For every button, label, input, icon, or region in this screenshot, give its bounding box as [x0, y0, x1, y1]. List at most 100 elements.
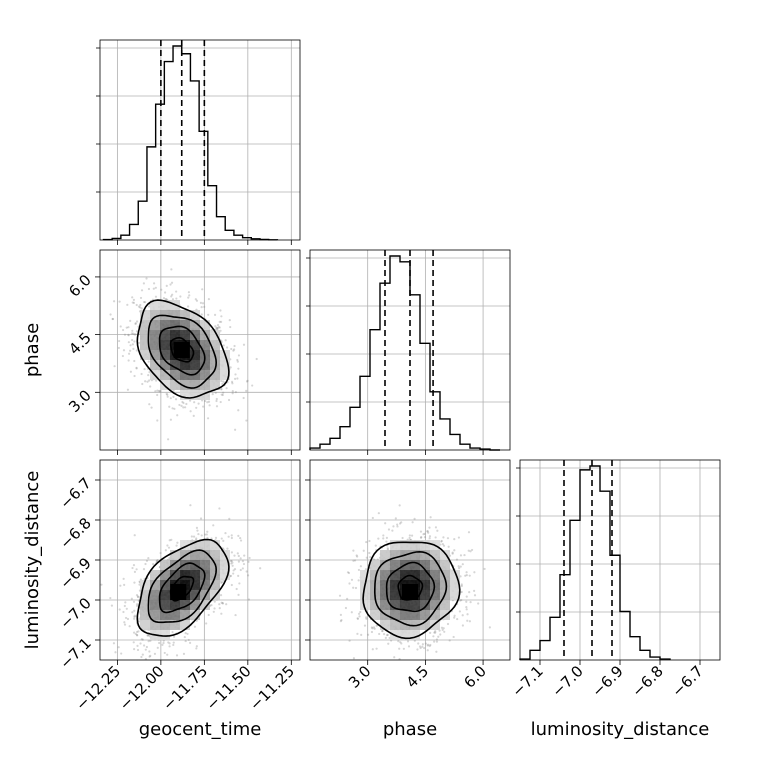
- scatter-point: [207, 400, 211, 403]
- density-cell: [360, 590, 370, 600]
- scatter-point: [214, 536, 218, 539]
- scatter-point: [182, 652, 186, 655]
- scatter-point: [231, 561, 234, 564]
- scatter-point: [144, 648, 147, 651]
- scatter-point: [235, 587, 238, 591]
- scatter-point: [429, 631, 432, 635]
- scatter-point: [516, 604, 518, 606]
- density-cell: [420, 550, 430, 560]
- scatter-point: [230, 551, 234, 554]
- scatter-point: [135, 320, 139, 323]
- density-cell: [400, 630, 410, 640]
- scatter-point: [190, 535, 193, 538]
- scatter-point: [354, 586, 358, 590]
- scatter-point: [428, 537, 431, 540]
- scatter-point: [163, 651, 166, 655]
- scatter-point: [387, 528, 391, 531]
- scatter-point: [246, 379, 249, 382]
- scatter-point: [172, 641, 175, 644]
- scatter-point: [442, 544, 446, 547]
- scatter-point: [374, 544, 377, 547]
- scatter-point: [365, 616, 368, 619]
- scatter-point: [461, 614, 464, 617]
- density-cell: [200, 390, 210, 400]
- density-cell: [430, 560, 440, 570]
- x-tick-label: 6.0: [460, 662, 490, 692]
- scatter-point: [167, 438, 170, 441]
- scatter-point: [218, 326, 221, 329]
- contour-level-1: [158, 562, 206, 614]
- density-cell: [200, 560, 210, 570]
- density-cell: [140, 610, 150, 620]
- density-cell: [190, 590, 200, 600]
- scatter-point: [126, 388, 130, 391]
- scatter-point: [421, 645, 424, 648]
- scatter-point: [381, 629, 384, 632]
- scatter-point: [371, 516, 374, 520]
- scatter-point: [381, 630, 384, 633]
- scatter-point: [350, 578, 354, 581]
- scatter-point: [138, 620, 141, 623]
- scatter-point: [179, 295, 182, 298]
- density-cell: [190, 330, 200, 340]
- density-cell: [150, 330, 160, 340]
- scatter-point: [148, 650, 151, 653]
- scatter-point: [140, 638, 143, 641]
- scatter-point: [127, 333, 130, 336]
- scatter-point: [435, 640, 439, 643]
- scatter-point: [469, 550, 472, 553]
- density-cell: [150, 610, 160, 620]
- scatter-point: [144, 657, 147, 660]
- scatter-point: [426, 530, 429, 533]
- scatter-point: [147, 640, 150, 643]
- scatter-point: [134, 322, 137, 326]
- scatter-point: [201, 302, 205, 305]
- density-cell: [160, 600, 170, 610]
- scatter-point: [255, 357, 258, 361]
- density-cell: [180, 380, 190, 390]
- y-axis-label-phase: phase: [22, 323, 43, 377]
- scatter-point: [133, 340, 136, 343]
- scatter-point: [193, 625, 197, 628]
- density-cell: [140, 580, 150, 590]
- scatter-point: [129, 349, 132, 352]
- scatter-point: [385, 540, 388, 543]
- scatter-point: [169, 418, 172, 421]
- density-cell: [140, 340, 150, 350]
- scatter-point: [429, 516, 432, 519]
- x-tick-label: −6.8: [628, 662, 666, 700]
- density-cell: [170, 330, 180, 340]
- scatter-point: [154, 286, 157, 289]
- x-axis-label-geocent_time: geocent_time: [139, 719, 262, 740]
- scatter-point: [133, 534, 136, 537]
- scatter-point: [148, 655, 151, 658]
- scatter-point: [168, 645, 171, 648]
- scatter-point: [362, 549, 365, 552]
- scatter-point: [469, 601, 472, 604]
- density-cell: [190, 390, 200, 400]
- scatter-point: [117, 646, 120, 649]
- density-cell: [380, 600, 390, 610]
- scatter-point: [184, 406, 187, 409]
- scatter-point: [129, 319, 132, 323]
- scatter-point: [236, 552, 239, 555]
- scatter-point: [396, 525, 399, 528]
- scatter-point: [157, 390, 160, 393]
- scatter-point: [366, 633, 370, 636]
- scatter-point: [200, 534, 203, 537]
- density-cell: [390, 570, 400, 580]
- contour-level-1: [385, 561, 436, 613]
- hist-panel-luminosity_distance: [516, 459, 721, 661]
- scatter-point: [136, 633, 139, 637]
- scatter-point: [171, 298, 175, 301]
- scatter-point: [423, 532, 426, 535]
- scatter-point: [183, 635, 186, 639]
- density-cell: [400, 610, 410, 620]
- scatter-point: [147, 287, 151, 291]
- scatter-point: [138, 341, 141, 344]
- density-cell: [210, 340, 220, 350]
- scatter-point: [259, 567, 262, 570]
- scatter-point: [414, 661, 416, 663]
- density-cell: [200, 580, 210, 590]
- scatter-point: [237, 554, 240, 558]
